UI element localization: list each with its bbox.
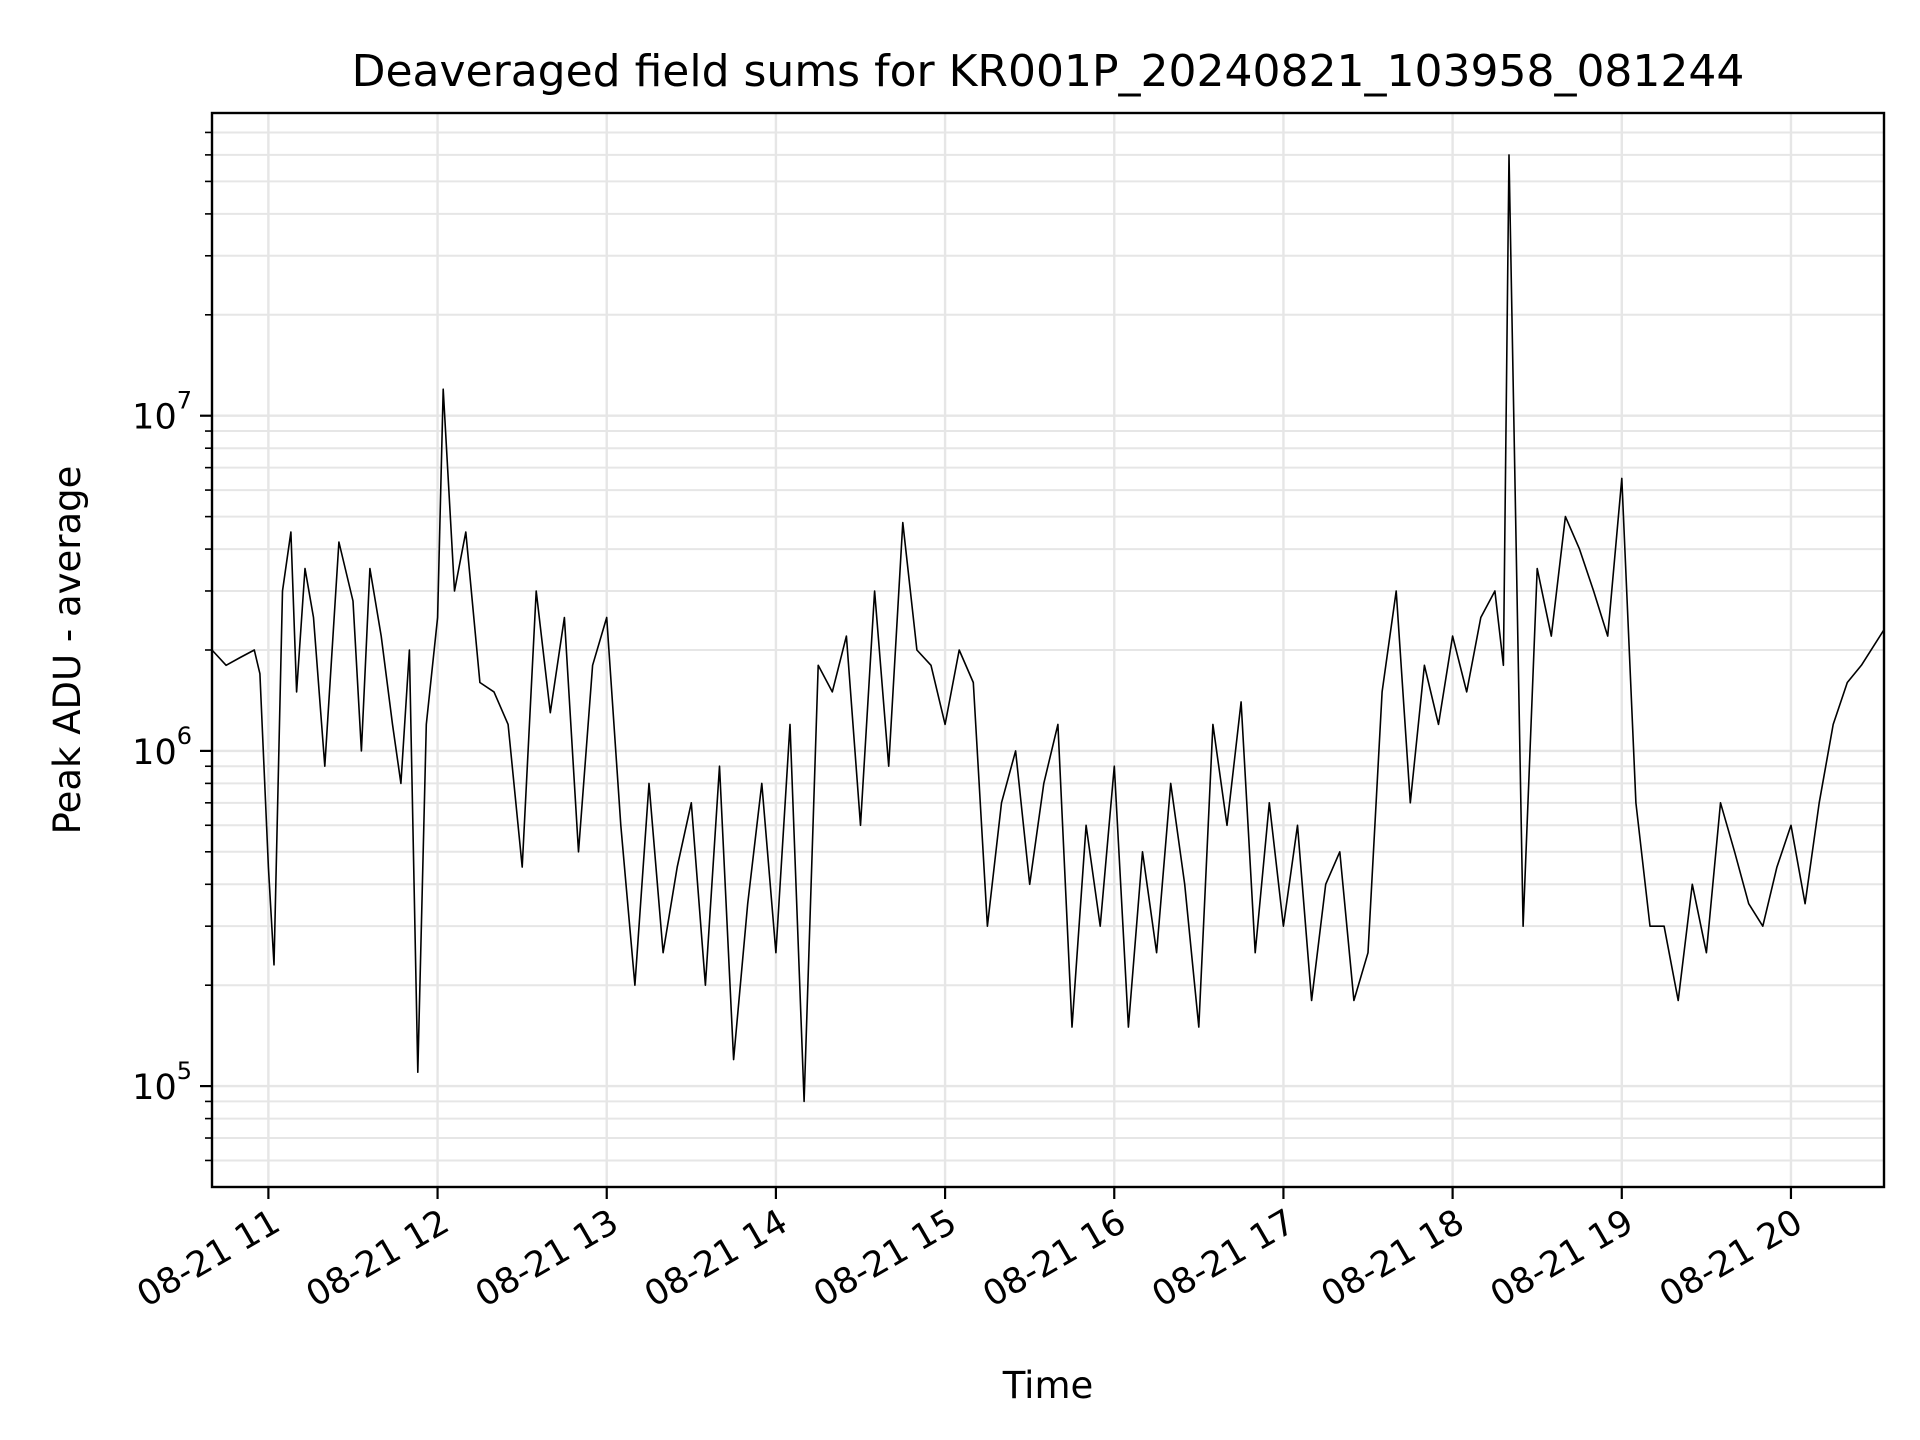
series-line-group bbox=[211, 154, 1885, 1103]
y-axis-label: Peak ADU - average bbox=[46, 466, 89, 835]
chart-title: Deaveraged field sums for KR001P_2024082… bbox=[352, 46, 1745, 97]
plot-area-frame bbox=[210, 111, 1886, 1189]
y-tick-label: 105 bbox=[132, 1057, 192, 1108]
series-line bbox=[211, 154, 1885, 1103]
grid-lines bbox=[205, 113, 1884, 1187]
y-tick-label: 106 bbox=[132, 722, 192, 773]
y-tick-label: 107 bbox=[132, 387, 192, 438]
x-axis-label: Time bbox=[1002, 1364, 1094, 1407]
y-axis-ticks: 105 106 107 bbox=[132, 387, 212, 1108]
